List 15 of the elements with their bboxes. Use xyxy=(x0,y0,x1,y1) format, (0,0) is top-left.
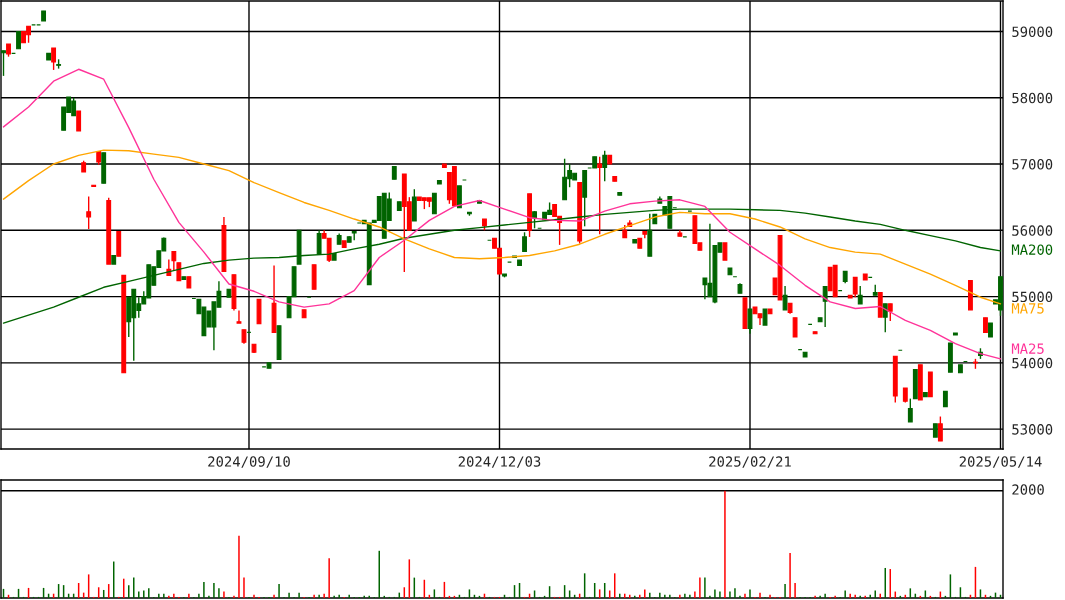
series-label: MA200 xyxy=(1011,244,1053,255)
text: 2000 xyxy=(1012,484,1044,495)
y-tick-label: 56000 xyxy=(1012,225,1053,236)
x-tick-label: 2025/02/21 xyxy=(709,456,791,468)
series-label: MA75 xyxy=(1011,303,1044,314)
y-tick-label: 55000 xyxy=(1012,291,1053,303)
y-tick-label: 59000 xyxy=(1012,26,1053,37)
y-tick-label: 53000 xyxy=(1012,424,1053,435)
y-tick-label: 58000 xyxy=(1012,92,1053,104)
x-tick-label: 2024/09/10 xyxy=(208,456,290,468)
y-tick-label: 54000 xyxy=(1012,357,1053,369)
series-label: MA25 xyxy=(1011,343,1044,354)
x-tick-label: 2024/12/03 xyxy=(458,456,541,468)
y-tick-label: 57000 xyxy=(1012,159,1053,170)
x-tick-label: 2025/05/14 xyxy=(959,456,1042,468)
